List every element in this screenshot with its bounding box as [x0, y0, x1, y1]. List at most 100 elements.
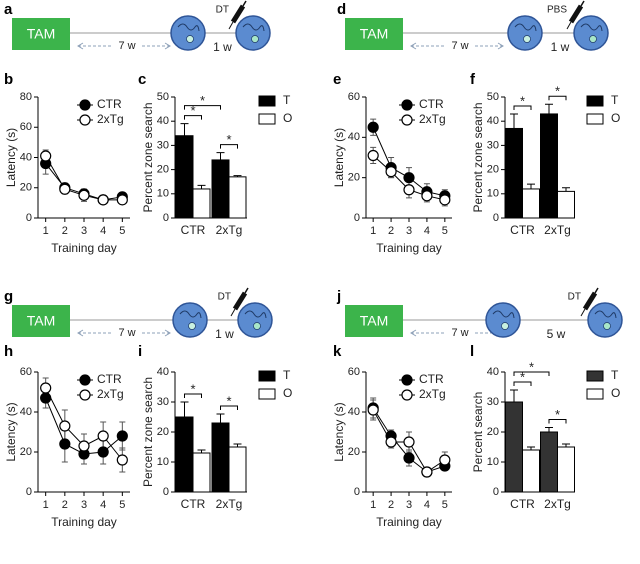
bar: [228, 176, 247, 219]
brain: [573, 15, 609, 51]
y-tick-label: 20: [348, 172, 360, 184]
legend-label: 2xTg: [97, 387, 124, 401]
brain-detail: [514, 23, 537, 32]
error-bar: [510, 113, 518, 129]
legend-label: O: [283, 386, 292, 400]
y-tick-label: 40: [487, 115, 499, 127]
panel-letter: f: [470, 71, 476, 88]
y-tick-label: 40: [157, 115, 169, 127]
y-axis-label: Latency (s): [4, 128, 18, 187]
syringe-plunger: [594, 287, 599, 294]
significance-bracket: [513, 381, 532, 386]
x-tick-label: 2xTg: [544, 223, 571, 237]
x-tick-label: 2: [388, 499, 394, 511]
data-point: [116, 430, 128, 442]
syringe-needle: [230, 308, 236, 317]
panel-letter: k: [333, 343, 342, 360]
y-tick-label: 60: [348, 91, 360, 103]
x-tick-label: 3: [406, 225, 412, 237]
x-tick-label: 2xTg: [216, 497, 243, 511]
y-axis-label: Latency (s): [332, 128, 346, 187]
y-tick-label: 20: [20, 446, 32, 458]
bar: [522, 449, 540, 493]
x-tick-label: 2: [62, 499, 68, 511]
y-tick-label: 80: [20, 91, 32, 103]
x-axis-label: Training day: [376, 241, 442, 255]
data-point: [367, 149, 379, 162]
data-point: [40, 382, 52, 394]
data-point: [78, 189, 90, 201]
x-tick-label: 4: [100, 499, 106, 511]
x-tick-label: 5: [442, 225, 448, 237]
tam-box: [12, 305, 70, 337]
legend-label: T: [611, 368, 619, 382]
error-bar: [180, 401, 189, 417]
brain: [172, 302, 208, 338]
y-tick-label: 30: [487, 396, 499, 408]
bar: [192, 188, 211, 219]
y-tick-label: 40: [20, 151, 32, 163]
significance-label: *: [190, 103, 195, 118]
interval-label: 7 w: [118, 40, 135, 52]
bar: [522, 188, 540, 219]
brain: [170, 15, 206, 51]
y-tick-label: 40: [348, 406, 360, 418]
syringe-needle: [566, 21, 572, 30]
significance-label: *: [555, 84, 560, 99]
syringe-plunger: [242, 0, 247, 7]
significance-label: *: [226, 393, 231, 408]
agent-label: DT: [216, 5, 229, 16]
bar: [505, 401, 523, 493]
legend-label: CTR: [419, 372, 444, 386]
significance-label: *: [520, 369, 525, 384]
legend-marker: [401, 114, 413, 126]
legend-label: O: [611, 111, 620, 125]
y-tick-label: 20: [348, 446, 360, 458]
brain-detail: [492, 310, 515, 319]
data-point: [97, 194, 109, 206]
x-tick-label: 3: [406, 499, 412, 511]
data-point: [78, 440, 90, 452]
bar: [540, 431, 558, 493]
syringe-needle: [580, 308, 586, 317]
x-axis-label: Training day: [51, 241, 117, 255]
y-axis-label: Percent zone search: [141, 102, 155, 212]
x-tick-label: 4: [424, 225, 430, 237]
legend-label: T: [283, 93, 291, 107]
panel-letter: e: [333, 71, 341, 88]
wait-label: 1 w: [213, 40, 232, 54]
x-tick-label: 5: [119, 499, 125, 511]
y-tick-label: 10: [157, 188, 169, 200]
brain: [485, 302, 521, 338]
y-tick-label: 20: [157, 426, 169, 438]
y-tick-label: 40: [20, 406, 32, 418]
significance-bracket: [184, 115, 202, 120]
x-tick-label: 5: [442, 499, 448, 511]
legend-label: 2xTg: [419, 112, 446, 126]
y-tick-label: 60: [348, 366, 360, 378]
data-point: [421, 190, 433, 202]
data-point: [59, 420, 71, 432]
panel-letter: h: [4, 343, 13, 360]
significance-bracket: [184, 393, 202, 398]
bar: [175, 135, 194, 219]
data-point: [403, 172, 415, 184]
error-bar: [180, 123, 189, 136]
x-tick-label: 1: [43, 499, 49, 511]
x-tick-label: CTR: [181, 223, 206, 237]
data-point: [439, 194, 451, 206]
legend-label: CTR: [97, 372, 122, 386]
y-tick-label: 0: [163, 486, 169, 498]
y-axis-label: Percent zone search: [141, 377, 155, 487]
significance-label: *: [555, 407, 560, 422]
x-tick-label: 2: [388, 225, 394, 237]
data-point: [97, 446, 109, 458]
legend-label: 2xTg: [97, 112, 124, 126]
syringe-body: [582, 291, 598, 311]
data-point: [421, 466, 433, 478]
legend-swatch: [586, 113, 604, 125]
data-point: [59, 438, 71, 450]
y-tick-label: 20: [20, 182, 32, 194]
significance-bracket: [513, 371, 550, 376]
